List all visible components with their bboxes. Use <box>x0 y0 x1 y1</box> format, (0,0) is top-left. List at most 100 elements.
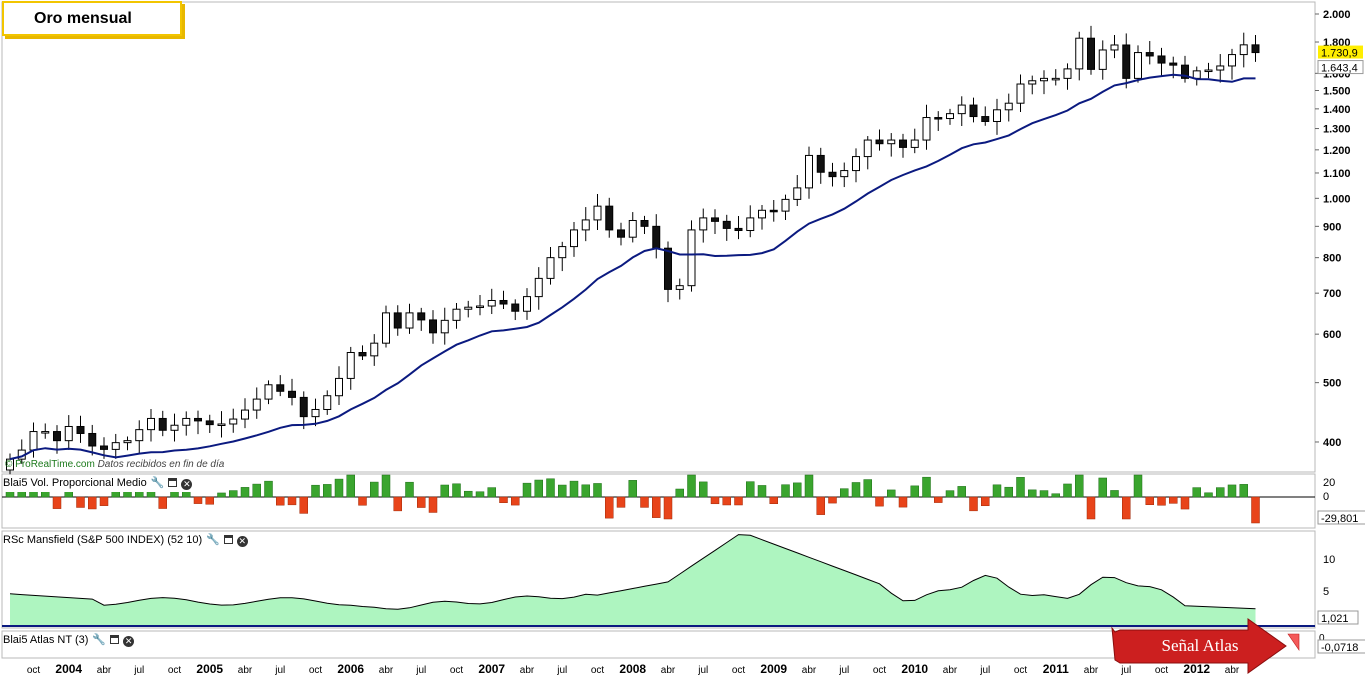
y-tick-label: 1.000 <box>1323 193 1351 205</box>
volume-bar-up <box>334 478 344 498</box>
volume-bar-up <box>910 485 919 498</box>
candle-body <box>393 312 402 329</box>
atlas-last-tag <box>1317 639 1365 654</box>
volume-bar-up <box>1028 489 1037 498</box>
volume-bar-up <box>593 483 602 498</box>
volume-bar-up <box>311 484 320 498</box>
candle-body <box>1204 69 1213 73</box>
volume-bar-down <box>934 496 943 503</box>
y-tick-label: 1.100 <box>1323 168 1351 180</box>
x-month-label: oct <box>168 665 182 676</box>
close-icon[interactable]: ✕ <box>181 479 193 490</box>
candle-body <box>523 296 531 312</box>
window-icon[interactable] <box>168 478 178 487</box>
volume-bar-up <box>1016 477 1025 498</box>
volume-bar-down <box>88 496 97 510</box>
candle-body <box>217 423 226 426</box>
candle-body <box>734 227 743 232</box>
x-month-label: abr <box>1225 665 1240 676</box>
volume-bar-down <box>499 496 508 503</box>
candle-body <box>1228 54 1236 67</box>
volume-bar-up <box>370 481 379 498</box>
candle-body <box>793 187 802 200</box>
wrench-icon[interactable]: 🔧 <box>92 634 107 646</box>
x-month-label: abr <box>943 665 958 676</box>
signal-arrow-shape <box>1111 618 1287 674</box>
candle-body <box>499 299 508 305</box>
volume-bar-down <box>1251 496 1260 524</box>
x-month-label: jul <box>274 665 285 676</box>
volume-bar-up <box>240 487 250 498</box>
candle-body <box>1134 52 1142 79</box>
candle-body <box>1028 80 1037 85</box>
x-month-label: jul <box>415 665 426 676</box>
volume-bar-up <box>1239 484 1248 498</box>
candle-body <box>229 418 238 425</box>
volume-bar-up <box>1004 486 1013 498</box>
candle-body <box>852 156 860 172</box>
close-icon[interactable]: ✕ <box>123 636 135 647</box>
candle-body <box>1040 77 1048 82</box>
candle-body <box>1087 37 1095 70</box>
ma-price-label: 1.643,4 <box>1321 63 1358 75</box>
volume-bar-up <box>546 478 555 498</box>
volume-bar-up <box>699 481 708 498</box>
x-month-label: abr <box>520 665 535 676</box>
x-month-label: abr <box>661 665 676 676</box>
candle-body <box>370 342 379 357</box>
x-year-label: 2008 <box>619 662 646 676</box>
volume-bar-up <box>851 482 861 498</box>
x-year-label: 2006 <box>337 662 364 676</box>
candle-body <box>41 431 50 434</box>
candle-body <box>664 247 672 290</box>
candle-body <box>711 217 719 222</box>
volume-bar-up <box>581 484 590 498</box>
wrench-icon[interactable]: 🔧 <box>150 477 165 489</box>
volume-bar-down <box>722 496 731 506</box>
volume-bar-down <box>52 496 62 509</box>
x-year-label: 2011 <box>1043 662 1069 676</box>
volume-bar-down <box>1180 496 1190 510</box>
y-tick-label: 500 <box>1323 378 1341 390</box>
candle-body <box>922 117 931 141</box>
mansfield-last-label: 1,021 <box>1321 613 1349 625</box>
volume-bar-up <box>945 490 955 498</box>
volume-bar-up <box>840 488 849 498</box>
window-icon[interactable] <box>110 635 120 644</box>
volume-bar-up <box>675 488 684 498</box>
candle-body <box>241 409 249 420</box>
volume-bar-down <box>158 496 167 509</box>
window-icon[interactable] <box>223 535 233 544</box>
x-month-label: abr <box>802 665 817 676</box>
x-month-label: oct <box>1155 665 1169 676</box>
atlas-last-label: -0,0718 <box>1321 642 1358 654</box>
candle-body <box>1004 102 1013 111</box>
candle-body <box>346 352 355 379</box>
candle-body <box>135 429 144 442</box>
candle-body <box>1157 55 1166 64</box>
candle-body <box>593 205 602 221</box>
candle-body <box>440 319 449 334</box>
wrench-icon[interactable]: 🔧 <box>206 534 220 546</box>
candle-body <box>640 219 649 227</box>
volume-bar-down <box>76 496 85 508</box>
x-month-label: oct <box>591 665 605 676</box>
volume-bar-down <box>734 496 743 506</box>
panel-frame-atl <box>1 630 1316 659</box>
x-month-label: jul <box>838 665 849 676</box>
y-tick-label: 1.200 <box>1323 145 1351 157</box>
y-tick-label: 1.300 <box>1323 124 1351 136</box>
volume-bar-down <box>981 496 990 507</box>
x-year-label: 2010 <box>901 662 928 676</box>
candle-body <box>946 113 954 120</box>
volume-bar-down <box>193 496 203 504</box>
close-icon[interactable]: ✕ <box>236 536 248 547</box>
candle-body <box>617 229 625 238</box>
candle-body <box>934 117 943 120</box>
volume-bar-up <box>1227 484 1237 498</box>
candle-body <box>429 319 437 334</box>
volume-bar-up <box>687 474 696 498</box>
candle-body <box>1251 44 1260 54</box>
indicator-label-atlas: Blai5 Atlas NT (3) 🔧 ✕ <box>3 632 139 649</box>
